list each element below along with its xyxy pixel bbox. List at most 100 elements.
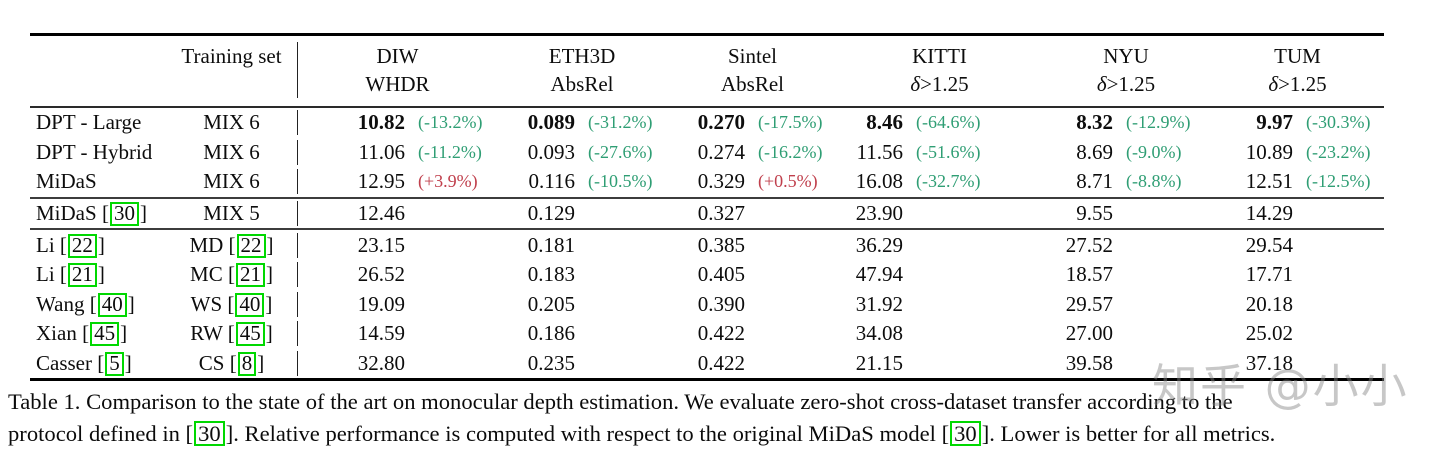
metric-value: 0.089 [527,110,575,135]
method-name: MiDaS [30] [36,201,147,227]
relative-delta: (-17.5%) [758,112,823,133]
citation-link[interactable]: 21 [235,263,265,288]
citation-link[interactable]: 22 [236,233,266,258]
metric-value: 9.97 [1256,110,1293,135]
header-col-eth3d: ETH3D AbsRel [497,42,667,98]
metric-value: 0.186 [527,321,575,346]
metric-value: 29.57 [1065,291,1113,316]
table-row: Wang [40] WS [40] 19.09 0.205 0.390 31.92 29.5… [30,290,1384,320]
metric-value: 25.02 [1245,321,1293,346]
metric-value: 27.00 [1065,321,1113,346]
citation-link[interactable]: 8 [237,352,257,376]
metric-value: 34.08 [855,321,903,346]
method-name: Casser [5] [36,351,132,376]
metric-value: 0.270 [697,110,745,135]
metric-value: 47.94 [855,262,903,287]
table-top-rule [30,33,1384,36]
training-set-value: MIX 6 [203,169,260,194]
citation-link[interactable]: 21 [67,263,97,288]
citation-link[interactable]: 30 [194,420,225,446]
metric-value: 39.58 [1065,351,1113,376]
metric-value: 14.29 [1245,201,1293,226]
citation-link[interactable]: 30 [950,420,981,446]
citation-link[interactable]: 40 [235,292,265,317]
relative-delta: (+0.5%) [758,171,818,192]
metric-value: 27.52 [1065,232,1113,257]
table-body: DPT - Large MIX 6 10.82 (-13.2%) 0.089 (-31.2… [30,108,1384,378]
header-col-nyu: NYU δ>1.25 [1041,42,1211,98]
metric-value: 21.15 [855,351,903,376]
metric-value: 26.52 [297,262,410,288]
table-bottom-rule [30,378,1384,382]
metric-value: 29.54 [1245,232,1293,257]
citation-link[interactable]: 5 [105,352,124,376]
relative-delta: (-13.2%) [418,112,483,133]
metric-name: AbsRel [721,72,784,96]
method-name: Xian [45] [36,321,128,347]
metric-value: 17.71 [1245,262,1293,287]
metric-value: 10.89 [1245,139,1293,164]
method-name: Wang [40] [36,291,135,317]
relative-delta: (-16.2%) [758,141,823,162]
table-row: Li [22] MD [22] 23.15 0.181 0.385 36.29 27.52 2… [30,230,1384,260]
metric-value: 12.95 [297,169,410,195]
header-empty-cell [30,42,166,98]
citation-link[interactable]: 22 [67,233,97,258]
metric-value: 31.92 [855,291,903,316]
metric-value: 0.422 [697,351,745,376]
metric-value: 0.274 [697,139,745,164]
citation-link[interactable]: 40 [97,292,127,317]
metric-value: 9.55 [1076,201,1113,226]
metric-name: WHDR [365,72,430,96]
table-row: Xian [45] RW [45] 14.59 0.186 0.422 34.08 27.0… [30,319,1384,349]
metric-name: AbsRel [550,72,614,96]
dataset-name: KITTI [912,44,967,68]
metric-value: 0.390 [697,291,745,316]
table-header: Training set DIW WHDR ETH3D AbsRel Sinte… [30,36,1384,108]
relative-delta: (-32.7%) [916,171,981,192]
training-set-value: MD [22] [189,232,274,258]
metric-value: 0.327 [697,201,745,226]
header-training-set: Training set [181,44,282,68]
relative-delta: (-27.6%) [588,141,653,162]
dataset-name: TUM [1274,44,1321,68]
metric-name: δ>1.25 [910,72,969,96]
metric-value: 23.15 [297,232,410,258]
relative-delta: (+3.9%) [418,171,478,192]
metric-value: 0.385 [697,232,745,257]
relative-delta: (-9.0%) [1126,141,1182,162]
citation-link[interactable]: 45 [90,322,120,347]
training-set-value: MIX 6 [203,110,260,135]
metric-value: 23.90 [855,201,903,226]
table-row: DPT - Hybrid MIX 6 11.06 (-11.2%) 0.093 (-27.… [30,138,1384,168]
metric-value: 0.093 [527,139,575,164]
metric-value: 8.71 [1076,169,1113,194]
metric-value: 10.82 [297,110,410,136]
table-row: MiDaS [30] MIX 5 12.46 0.129 0.327 23.90 9.55 1… [30,199,1384,229]
citation-link[interactable]: 45 [235,322,265,347]
header-col-kitti: KITTI δ>1.25 [838,42,1041,98]
table-row: Casser [5] CS [8] 32.80 0.235 0.422 21.15 39.5… [30,349,1384,379]
method-name: DPT - Large [36,110,142,135]
citation-link[interactable]: 30 [109,202,139,227]
metric-name: δ>1.25 [1268,72,1327,96]
metric-value: 0.405 [697,262,745,287]
metric-value: 0.205 [527,291,575,316]
metric-value: 0.329 [697,169,745,194]
relative-delta: (-23.2%) [1306,141,1371,162]
metric-value: 32.80 [297,351,410,377]
metric-value: 18.57 [1065,262,1113,287]
method-name: Li [22] [36,232,105,258]
table-midrule [30,228,1384,231]
metric-value: 0.116 [528,169,575,194]
metric-value: 8.69 [1076,139,1113,164]
metric-value: 19.09 [297,291,410,317]
training-set-value: MIX 6 [203,139,260,164]
training-set-value: RW [45] [190,321,273,347]
table-midrule [30,196,1384,199]
metric-value: 0.181 [527,232,575,257]
dataset-name: DIW [376,44,419,68]
relative-delta: (-31.2%) [588,112,653,133]
training-set-value: WS [40] [190,291,273,317]
